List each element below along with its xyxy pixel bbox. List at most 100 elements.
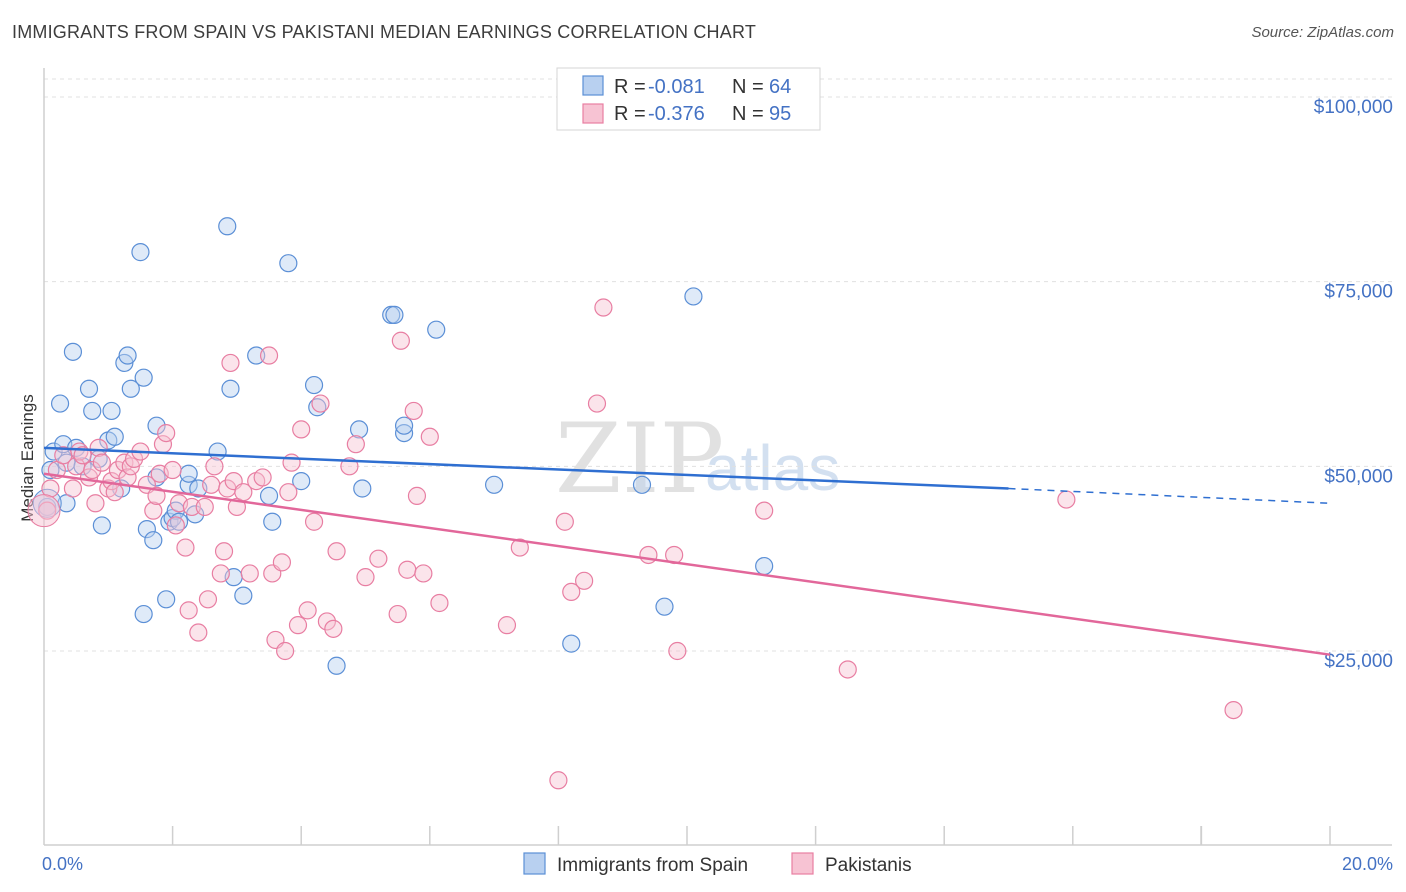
trend-line-spain	[43, 446, 1009, 490]
data-point	[562, 582, 581, 602]
series-pakistanis-points	[27, 298, 1243, 790]
data-point	[214, 542, 234, 561]
data-point	[304, 512, 324, 531]
data-point	[86, 494, 105, 513]
data-point	[391, 331, 410, 350]
legend-n-label-pakistanis: N =	[732, 103, 764, 125]
data-point	[198, 590, 218, 609]
y-tick-labels: $25,000 $50,000 $75,000 $100,000	[1314, 97, 1393, 672]
bottom-legend-swatch-pakistanis	[791, 852, 814, 875]
chart-title: IMMIGRANTS FROM SPAIN VS PAKISTANI MEDIA…	[12, 22, 757, 42]
data-point	[134, 604, 153, 624]
data-point	[317, 612, 337, 631]
data-point	[288, 616, 308, 635]
data-point	[279, 483, 298, 502]
data-point	[234, 586, 253, 605]
data-point	[211, 564, 230, 583]
data-point	[240, 564, 259, 583]
data-point	[272, 553, 292, 572]
data-point	[259, 486, 279, 505]
data-point	[639, 545, 658, 565]
data-point	[420, 427, 439, 446]
data-point	[349, 420, 369, 439]
data-point	[279, 254, 298, 273]
data-point	[398, 560, 417, 579]
x-tick-label-min: 0.0%	[42, 854, 83, 874]
data-point	[594, 298, 613, 317]
data-point	[83, 460, 102, 480]
data-point	[668, 641, 687, 661]
trend-line-spain-extension	[1008, 487, 1331, 505]
data-point	[221, 353, 240, 373]
data-point	[218, 217, 237, 236]
data-point	[1057, 490, 1076, 509]
bottom-legend-swatch-spain	[523, 852, 546, 875]
data-point	[202, 475, 221, 494]
data-point	[755, 556, 774, 576]
data-point	[304, 375, 324, 395]
data-point	[102, 401, 121, 421]
data-point	[121, 379, 140, 398]
data-point	[394, 423, 414, 443]
data-point	[179, 464, 198, 483]
trend-lines	[43, 446, 1331, 656]
data-point	[282, 453, 301, 472]
data-point	[137, 520, 156, 539]
data-point	[89, 438, 108, 457]
data-point	[92, 453, 111, 472]
legend-r-value-spain: -0.081	[648, 76, 705, 98]
data-point	[182, 497, 201, 517]
legend-n-value-pakistanis: 95	[769, 103, 791, 125]
data-point	[276, 641, 295, 661]
legend-swatch-pakistanis	[582, 103, 604, 124]
data-point	[147, 486, 166, 505]
data-point	[92, 516, 111, 535]
data-point	[292, 472, 311, 491]
data-point	[157, 590, 176, 609]
data-point	[208, 442, 227, 461]
data-point	[587, 394, 607, 413]
x-ticks	[171, 826, 1331, 845]
data-point	[562, 634, 581, 653]
data-point	[118, 346, 137, 365]
data-point	[369, 549, 388, 568]
data-point	[414, 564, 433, 583]
data-point	[1224, 700, 1243, 720]
data-point	[684, 287, 703, 306]
legend-n-label-spain: N =	[732, 76, 764, 98]
data-point	[79, 379, 99, 398]
watermark-atlas: atlas	[705, 432, 840, 504]
legend-r-label-spain: R =	[614, 76, 646, 98]
data-point	[632, 475, 652, 494]
data-point	[575, 571, 594, 590]
data-point	[179, 601, 198, 620]
data-point	[195, 497, 214, 517]
data-point	[549, 771, 568, 790]
data-point	[298, 601, 317, 620]
data-point	[83, 401, 102, 421]
legend-r-label-pakistanis: R =	[614, 103, 646, 125]
data-point	[427, 320, 446, 339]
data-point	[263, 512, 282, 531]
data-point	[430, 593, 449, 613]
data-point	[63, 479, 83, 498]
data-point	[131, 243, 150, 262]
data-point	[485, 475, 504, 494]
data-point	[407, 486, 427, 505]
data-point	[356, 568, 375, 587]
data-point	[166, 516, 185, 535]
data-point	[394, 416, 414, 435]
data-point	[253, 468, 272, 487]
data-point	[134, 368, 153, 387]
data-point	[311, 394, 330, 413]
data-point	[327, 656, 346, 675]
data-point	[346, 435, 365, 454]
data-point	[755, 501, 774, 520]
trend-line-pakistanis	[43, 472, 1331, 656]
data-point	[144, 501, 163, 520]
x-tick-label-max: 20.0%	[1342, 854, 1393, 874]
data-point	[353, 479, 372, 498]
data-point	[388, 604, 407, 624]
y-tick-label: $100,000	[1314, 97, 1393, 118]
